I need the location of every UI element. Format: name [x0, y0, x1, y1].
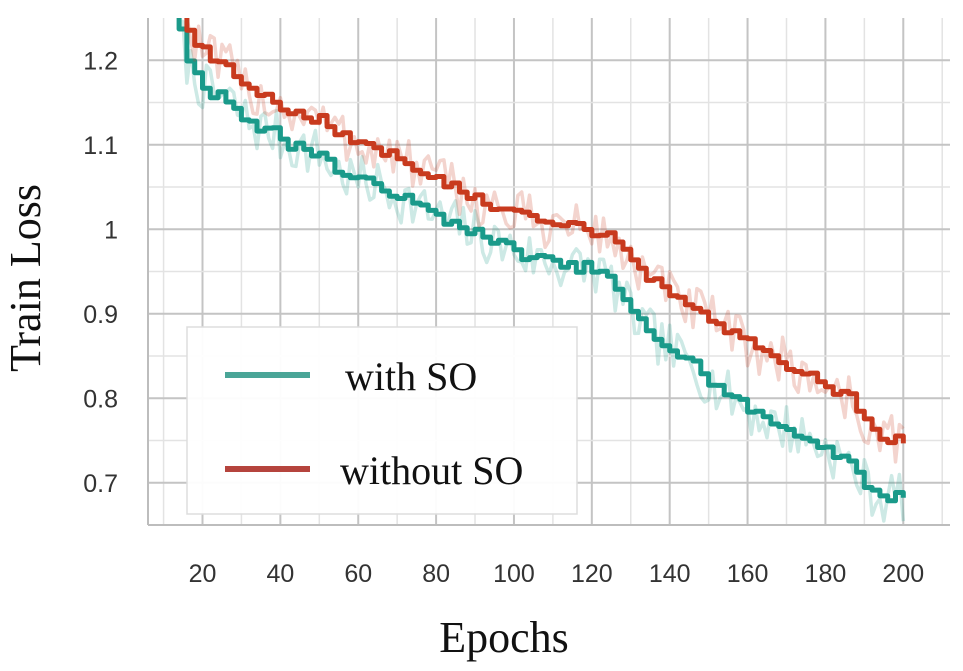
x-tick-label: 60	[344, 560, 372, 588]
y-tick-label: 0.8	[83, 385, 118, 413]
y-tick-labels: 0.7 0.8 0.9 1 1.1 1.2	[83, 47, 118, 498]
y-tick-label: 0.7	[83, 470, 118, 498]
legend-label-without-so: without SO	[340, 448, 523, 493]
x-tick-label: 100	[493, 560, 535, 588]
series-line-1	[184, 18, 906, 446]
y-tick-label: 1.1	[83, 132, 118, 160]
x-tick-label: 200	[882, 560, 924, 588]
legend-box	[186, 326, 578, 515]
y-tick-label: 1	[104, 216, 118, 244]
series-line-0	[176, 18, 906, 504]
x-tick-label: 80	[422, 560, 450, 588]
y-tick-label: 1.2	[83, 47, 118, 75]
legend: with SO without SO	[186, 326, 578, 515]
series-raw-1	[178, 18, 905, 464]
x-tick-label: 180	[805, 560, 847, 588]
x-tick-labels: 20 40 60 80 100 120 140 160 180 200	[189, 560, 925, 588]
x-axis-title: Epochs	[439, 613, 569, 662]
legend-label-with-so: with SO	[345, 354, 477, 399]
x-tick-label: 40	[266, 560, 294, 588]
y-axis-title: Train Loss	[1, 184, 50, 372]
x-tick-label: 140	[649, 560, 691, 588]
axes	[147, 18, 950, 526]
series-raw-0	[177, 18, 906, 523]
series-layer	[176, 18, 906, 523]
x-tick-label: 20	[189, 560, 217, 588]
y-tick-label: 0.9	[83, 301, 118, 329]
x-tick-label: 120	[571, 560, 613, 588]
x-tick-label: 160	[727, 560, 769, 588]
